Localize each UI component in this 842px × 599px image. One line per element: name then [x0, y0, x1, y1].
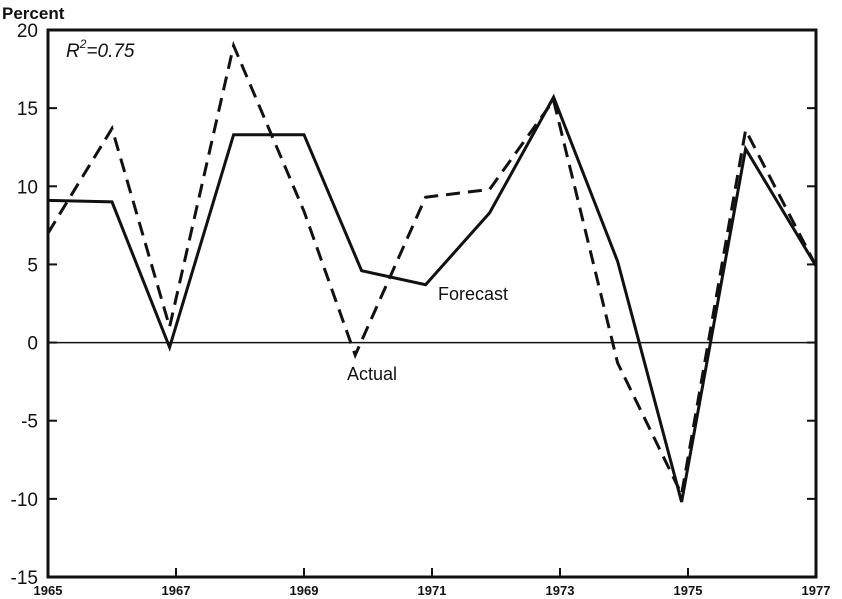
y-tick-label: 10 — [17, 177, 38, 198]
x-tick-label: 1971 — [418, 583, 447, 598]
plot-frame — [46, 28, 818, 579]
y-tick-label: 5 — [27, 255, 38, 276]
x-tick-label: 1977 — [802, 583, 831, 598]
y-tick-label: 0 — [27, 334, 38, 355]
x-tick-label: 1975 — [674, 583, 703, 598]
y-tick-label: -5 — [21, 412, 38, 433]
series-layer — [46, 40, 818, 503]
x-tick-label: 1967 — [162, 583, 191, 598]
series-forecast-line — [47, 93, 818, 503]
x-axis: 1965 1967 1969 1971 1973 1975 1977 — [34, 568, 831, 598]
series-actual-line — [46, 40, 818, 500]
x-tick-label: 1973 — [546, 583, 575, 598]
y-axis-label: Percent — [2, 4, 65, 23]
y-tick-label: -15 — [11, 568, 38, 589]
actual-label: Actual — [347, 364, 397, 384]
y-tick-label: 20 — [17, 21, 38, 42]
r2-annotation: R2=0.75 — [66, 37, 135, 62]
forecast-label: Forecast — [438, 284, 508, 304]
y-tick-label: -10 — [11, 490, 38, 511]
y-tick-label: 15 — [17, 99, 38, 120]
y-axis: 20 15 10 5 0 -5 -10 -15 — [11, 21, 816, 589]
x-tick-label: 1969 — [290, 583, 319, 598]
x-tick-label: 1965 — [34, 583, 63, 598]
